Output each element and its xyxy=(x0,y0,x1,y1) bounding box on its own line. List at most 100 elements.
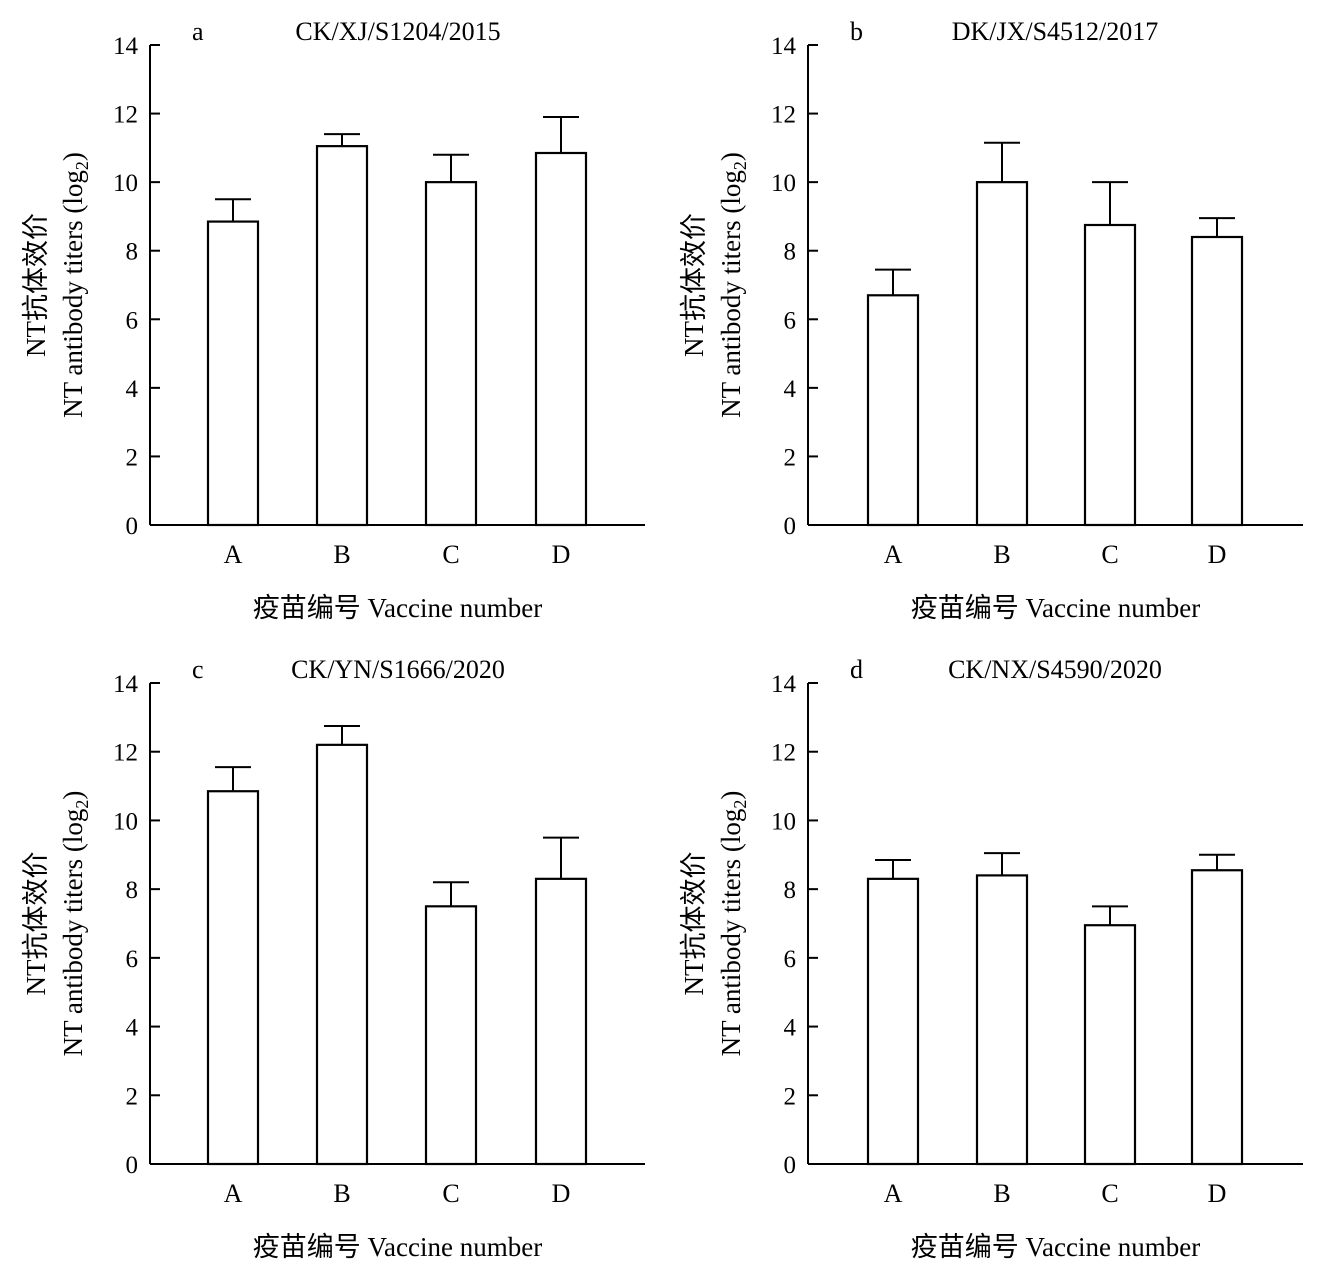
y-axis-title-en-main: NT antibody titers (log xyxy=(716,809,746,1057)
bar xyxy=(206,790,260,1166)
panel-title: DK/JX/S4512/2017 xyxy=(952,17,1159,46)
y-tick-label: 2 xyxy=(784,1083,797,1110)
bar xyxy=(975,874,1029,1166)
chart-panel-b: 0 2 4 6 8 10 12 14 A B C Db DK/JX/S4512/2017 疫苗编号 Vac… xyxy=(679,17,1303,623)
panel-title: CK/XJ/S1204/2015 xyxy=(295,17,500,46)
y-axis-title-zh: NT抗体效价 xyxy=(679,213,709,357)
y-axis-title-close: ) xyxy=(716,791,746,800)
y-tick-label: 0 xyxy=(126,513,139,540)
y-tick-label: 14 xyxy=(113,33,139,60)
y-tick-label: 12 xyxy=(113,740,138,767)
y-axis-title-zh: NT抗体效价 xyxy=(21,852,51,996)
bar xyxy=(206,220,260,527)
x-tick-label: A xyxy=(884,1179,903,1208)
x-tick-label: B xyxy=(333,1179,350,1208)
y-tick-label: 2 xyxy=(126,444,139,471)
panel-title: CK/YN/S1666/2020 xyxy=(291,655,505,684)
y-axis-title-en-main: NT antibody titers (log xyxy=(58,170,88,418)
bar xyxy=(1190,235,1244,527)
bar xyxy=(315,145,369,527)
bar xyxy=(866,294,920,527)
y-tick-label: 4 xyxy=(784,376,797,403)
x-axis-title: 疫苗编号 Vaccine number xyxy=(911,593,1200,623)
y-tick-label: 14 xyxy=(771,33,797,60)
y-axis-title-en-main: NT antibody titers (log xyxy=(58,809,88,1057)
y-tick-label: 10 xyxy=(113,808,138,835)
bar xyxy=(975,181,1029,527)
y-axis-title-en: NT antibody titers (log2) xyxy=(58,152,92,418)
x-tick-label: B xyxy=(993,540,1010,569)
y-tick-label: 8 xyxy=(784,239,797,266)
panel-letter: d xyxy=(850,655,863,684)
y-axis-title-en: NT antibody titers (log2) xyxy=(716,152,750,418)
x-axis-title: 疫苗编号 Vaccine number xyxy=(911,1232,1200,1262)
y-axis-title-close: ) xyxy=(58,152,88,161)
y-tick-label: 0 xyxy=(784,513,797,540)
y-tick-label: 14 xyxy=(113,671,139,698)
x-axis-title: 疫苗编号 Vaccine number xyxy=(253,1232,542,1262)
y-axis-title-subscript: 2 xyxy=(72,800,92,809)
y-axis-title-subscript: 2 xyxy=(730,800,750,809)
y-axis-title-subscript: 2 xyxy=(72,161,92,170)
bar xyxy=(315,743,369,1166)
y-tick-label: 10 xyxy=(113,170,138,197)
x-axis-title: 疫苗编号 Vaccine number xyxy=(253,593,542,623)
y-tick-label: 12 xyxy=(771,740,796,767)
bar xyxy=(866,877,920,1166)
panel-letter: b xyxy=(850,17,863,46)
x-tick-label: B xyxy=(333,540,350,569)
bar xyxy=(534,151,588,527)
y-tick-label: 8 xyxy=(126,239,139,266)
y-axis-title-close: ) xyxy=(58,791,88,800)
y-tick-label: 0 xyxy=(126,1152,139,1179)
bar xyxy=(1190,869,1244,1166)
y-tick-label: 12 xyxy=(771,102,796,129)
y-tick-label: 2 xyxy=(784,444,797,471)
x-tick-label: D xyxy=(1208,540,1227,569)
y-axis-title-en: NT antibody titers (log2) xyxy=(58,791,92,1057)
y-tick-label: 4 xyxy=(126,1015,139,1042)
chart-panel-c: 0 2 4 6 8 10 12 14 A B C Dc CK/YN/S1666/2020 疫苗编号 Vac… xyxy=(21,655,645,1262)
panel-title: CK/NX/S4590/2020 xyxy=(948,655,1162,684)
y-tick-label: 6 xyxy=(126,307,139,334)
y-axis-title-en: NT antibody titers (log2) xyxy=(716,791,750,1057)
y-tick-label: 8 xyxy=(126,877,139,904)
chart-panel-a: 0 2 4 6 8 10 12 14 A B C Da CK/XJ/S1204/2015 疫苗编号 Vac… xyxy=(21,17,645,623)
x-tick-label: C xyxy=(442,540,459,569)
y-axis-title-close: ) xyxy=(716,152,746,161)
y-tick-label: 12 xyxy=(113,102,138,129)
y-tick-label: 6 xyxy=(126,946,139,973)
x-tick-label: B xyxy=(993,1179,1010,1208)
bar xyxy=(1083,223,1137,527)
y-tick-label: 14 xyxy=(771,671,797,698)
y-axis-title-subscript: 2 xyxy=(730,161,750,170)
x-tick-label: A xyxy=(884,540,903,569)
bar xyxy=(424,905,478,1166)
x-tick-label: D xyxy=(1208,1179,1227,1208)
x-tick-label: D xyxy=(552,540,571,569)
x-tick-label: A xyxy=(224,1179,243,1208)
y-tick-label: 8 xyxy=(784,877,797,904)
y-tick-label: 10 xyxy=(771,808,796,835)
x-tick-label: C xyxy=(1101,1179,1118,1208)
y-axis-title-zh: NT抗体效价 xyxy=(679,852,709,996)
y-axis-title-en-main: NT antibody titers (log xyxy=(716,170,746,418)
bar xyxy=(424,181,478,527)
bar xyxy=(534,877,588,1166)
chart-panel-d: 0 2 4 6 8 10 12 14 A B C Dd CK/NX/S4590/2020 疫苗编号 Vac… xyxy=(679,655,1303,1262)
panel-letter: a xyxy=(192,17,204,46)
y-tick-label: 4 xyxy=(126,376,139,403)
y-tick-label: 10 xyxy=(771,170,796,197)
y-tick-label: 6 xyxy=(784,307,797,334)
y-tick-label: 2 xyxy=(126,1083,139,1110)
bar xyxy=(1083,924,1137,1166)
x-tick-label: D xyxy=(552,1179,571,1208)
x-tick-label: C xyxy=(442,1179,459,1208)
y-tick-label: 0 xyxy=(784,1152,797,1179)
panel-letter: c xyxy=(192,655,204,684)
x-tick-label: A xyxy=(224,540,243,569)
y-axis-title-zh: NT抗体效价 xyxy=(21,213,51,357)
x-tick-label: C xyxy=(1101,540,1118,569)
y-tick-label: 6 xyxy=(784,946,797,973)
